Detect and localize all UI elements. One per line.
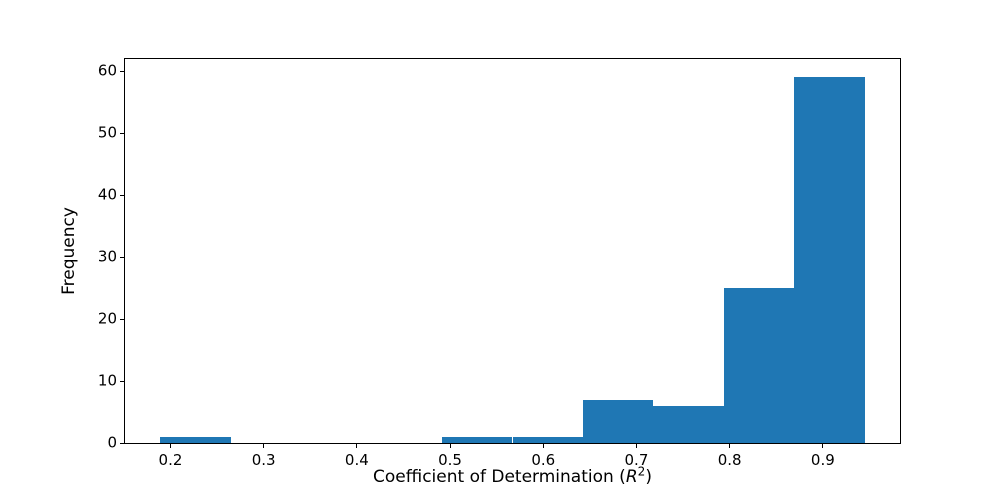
y-tick-label: 50 — [97, 123, 117, 142]
y-tick-mark — [120, 318, 124, 320]
y-tick-label: 30 — [97, 247, 117, 266]
histogram-bar — [794, 77, 865, 443]
x-tick-label: 0.9 — [810, 451, 835, 469]
y-tick-mark — [120, 194, 124, 196]
y-tick-mark — [120, 70, 124, 72]
x-tick-label: 0.2 — [158, 451, 183, 469]
histogram-bar — [653, 405, 724, 443]
x-tick-label: 0.7 — [624, 451, 649, 469]
x-tick-mark — [542, 444, 544, 448]
y-tick-label: 40 — [97, 185, 117, 204]
y-tick-mark — [120, 380, 124, 382]
x-tick-mark — [635, 444, 637, 448]
x-axis-label-prefix: Coefficient of Determination ( — [373, 467, 626, 487]
x-tick-label: 0.5 — [438, 451, 462, 469]
x-axis-label-suffix: ) — [645, 467, 652, 487]
y-tick-mark — [120, 442, 124, 444]
histogram-bar — [723, 288, 795, 443]
x-tick-mark — [822, 444, 824, 448]
x-tick-mark — [729, 444, 731, 448]
histogram-bar — [512, 436, 583, 443]
bars-layer — [125, 59, 900, 443]
y-tick-mark — [120, 132, 124, 134]
x-tick-mark — [169, 444, 171, 448]
x-tick-label: 0.8 — [717, 451, 742, 469]
x-axis-label: Coefficient of Determination (R2) — [125, 464, 900, 487]
x-tick-mark — [356, 444, 358, 448]
plot-area — [124, 58, 901, 444]
y-axis-label: Frequency — [59, 207, 79, 295]
x-tick-label: 0.6 — [531, 451, 556, 469]
x-tick-label: 0.4 — [344, 451, 369, 469]
x-axis-label-superscript: 2 — [637, 464, 646, 479]
x-tick-label: 0.3 — [251, 451, 276, 469]
x-axis-label-variable: R — [625, 467, 638, 487]
x-tick-mark — [263, 444, 265, 448]
y-tick-label: 10 — [97, 371, 117, 390]
y-tick-mark — [120, 256, 124, 258]
x-tick-mark — [449, 444, 451, 448]
y-tick-label: 20 — [97, 309, 117, 328]
histogram-bar — [160, 436, 231, 443]
y-tick-label: 60 — [97, 61, 117, 80]
y-tick-label: 0 — [107, 433, 117, 452]
histogram-bar — [442, 436, 513, 443]
histogram-bar — [582, 399, 654, 443]
